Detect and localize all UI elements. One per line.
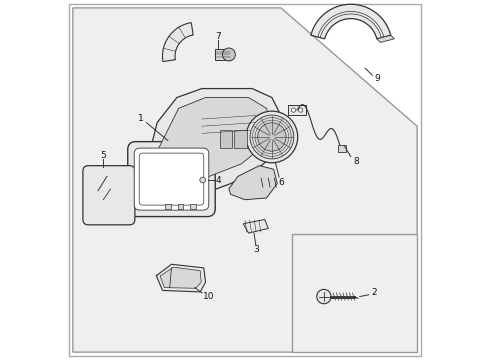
- Circle shape: [317, 289, 331, 304]
- Bar: [288, 105, 306, 116]
- Bar: [215, 49, 231, 60]
- Polygon shape: [153, 98, 272, 191]
- Bar: [165, 204, 171, 210]
- Polygon shape: [73, 8, 417, 352]
- Circle shape: [222, 48, 235, 61]
- Polygon shape: [163, 23, 193, 62]
- Circle shape: [291, 108, 295, 112]
- FancyBboxPatch shape: [128, 141, 215, 217]
- FancyBboxPatch shape: [139, 153, 204, 205]
- FancyBboxPatch shape: [83, 166, 135, 225]
- Text: 1: 1: [138, 114, 144, 123]
- Polygon shape: [243, 220, 269, 233]
- Polygon shape: [229, 166, 277, 200]
- Text: 8: 8: [353, 157, 359, 166]
- Text: 2: 2: [371, 288, 377, 297]
- Bar: [338, 145, 346, 152]
- Bar: [234, 130, 247, 148]
- Bar: [220, 130, 232, 148]
- Text: 5: 5: [100, 151, 106, 160]
- Circle shape: [246, 111, 298, 163]
- Text: 9: 9: [375, 75, 381, 84]
- Polygon shape: [377, 35, 394, 42]
- Circle shape: [250, 115, 294, 159]
- Polygon shape: [156, 264, 205, 292]
- Circle shape: [200, 177, 205, 183]
- Bar: [292, 234, 417, 352]
- Polygon shape: [148, 89, 281, 198]
- Text: 7: 7: [215, 32, 221, 41]
- Bar: [190, 204, 196, 210]
- Bar: [177, 204, 183, 210]
- Text: 4: 4: [215, 176, 221, 185]
- Circle shape: [298, 108, 303, 112]
- Text: 3: 3: [254, 245, 259, 254]
- Polygon shape: [87, 169, 132, 221]
- Circle shape: [258, 123, 286, 151]
- Text: 6: 6: [278, 178, 284, 187]
- Polygon shape: [160, 267, 201, 288]
- FancyBboxPatch shape: [134, 148, 209, 210]
- Text: 10: 10: [203, 292, 214, 301]
- Polygon shape: [311, 4, 391, 39]
